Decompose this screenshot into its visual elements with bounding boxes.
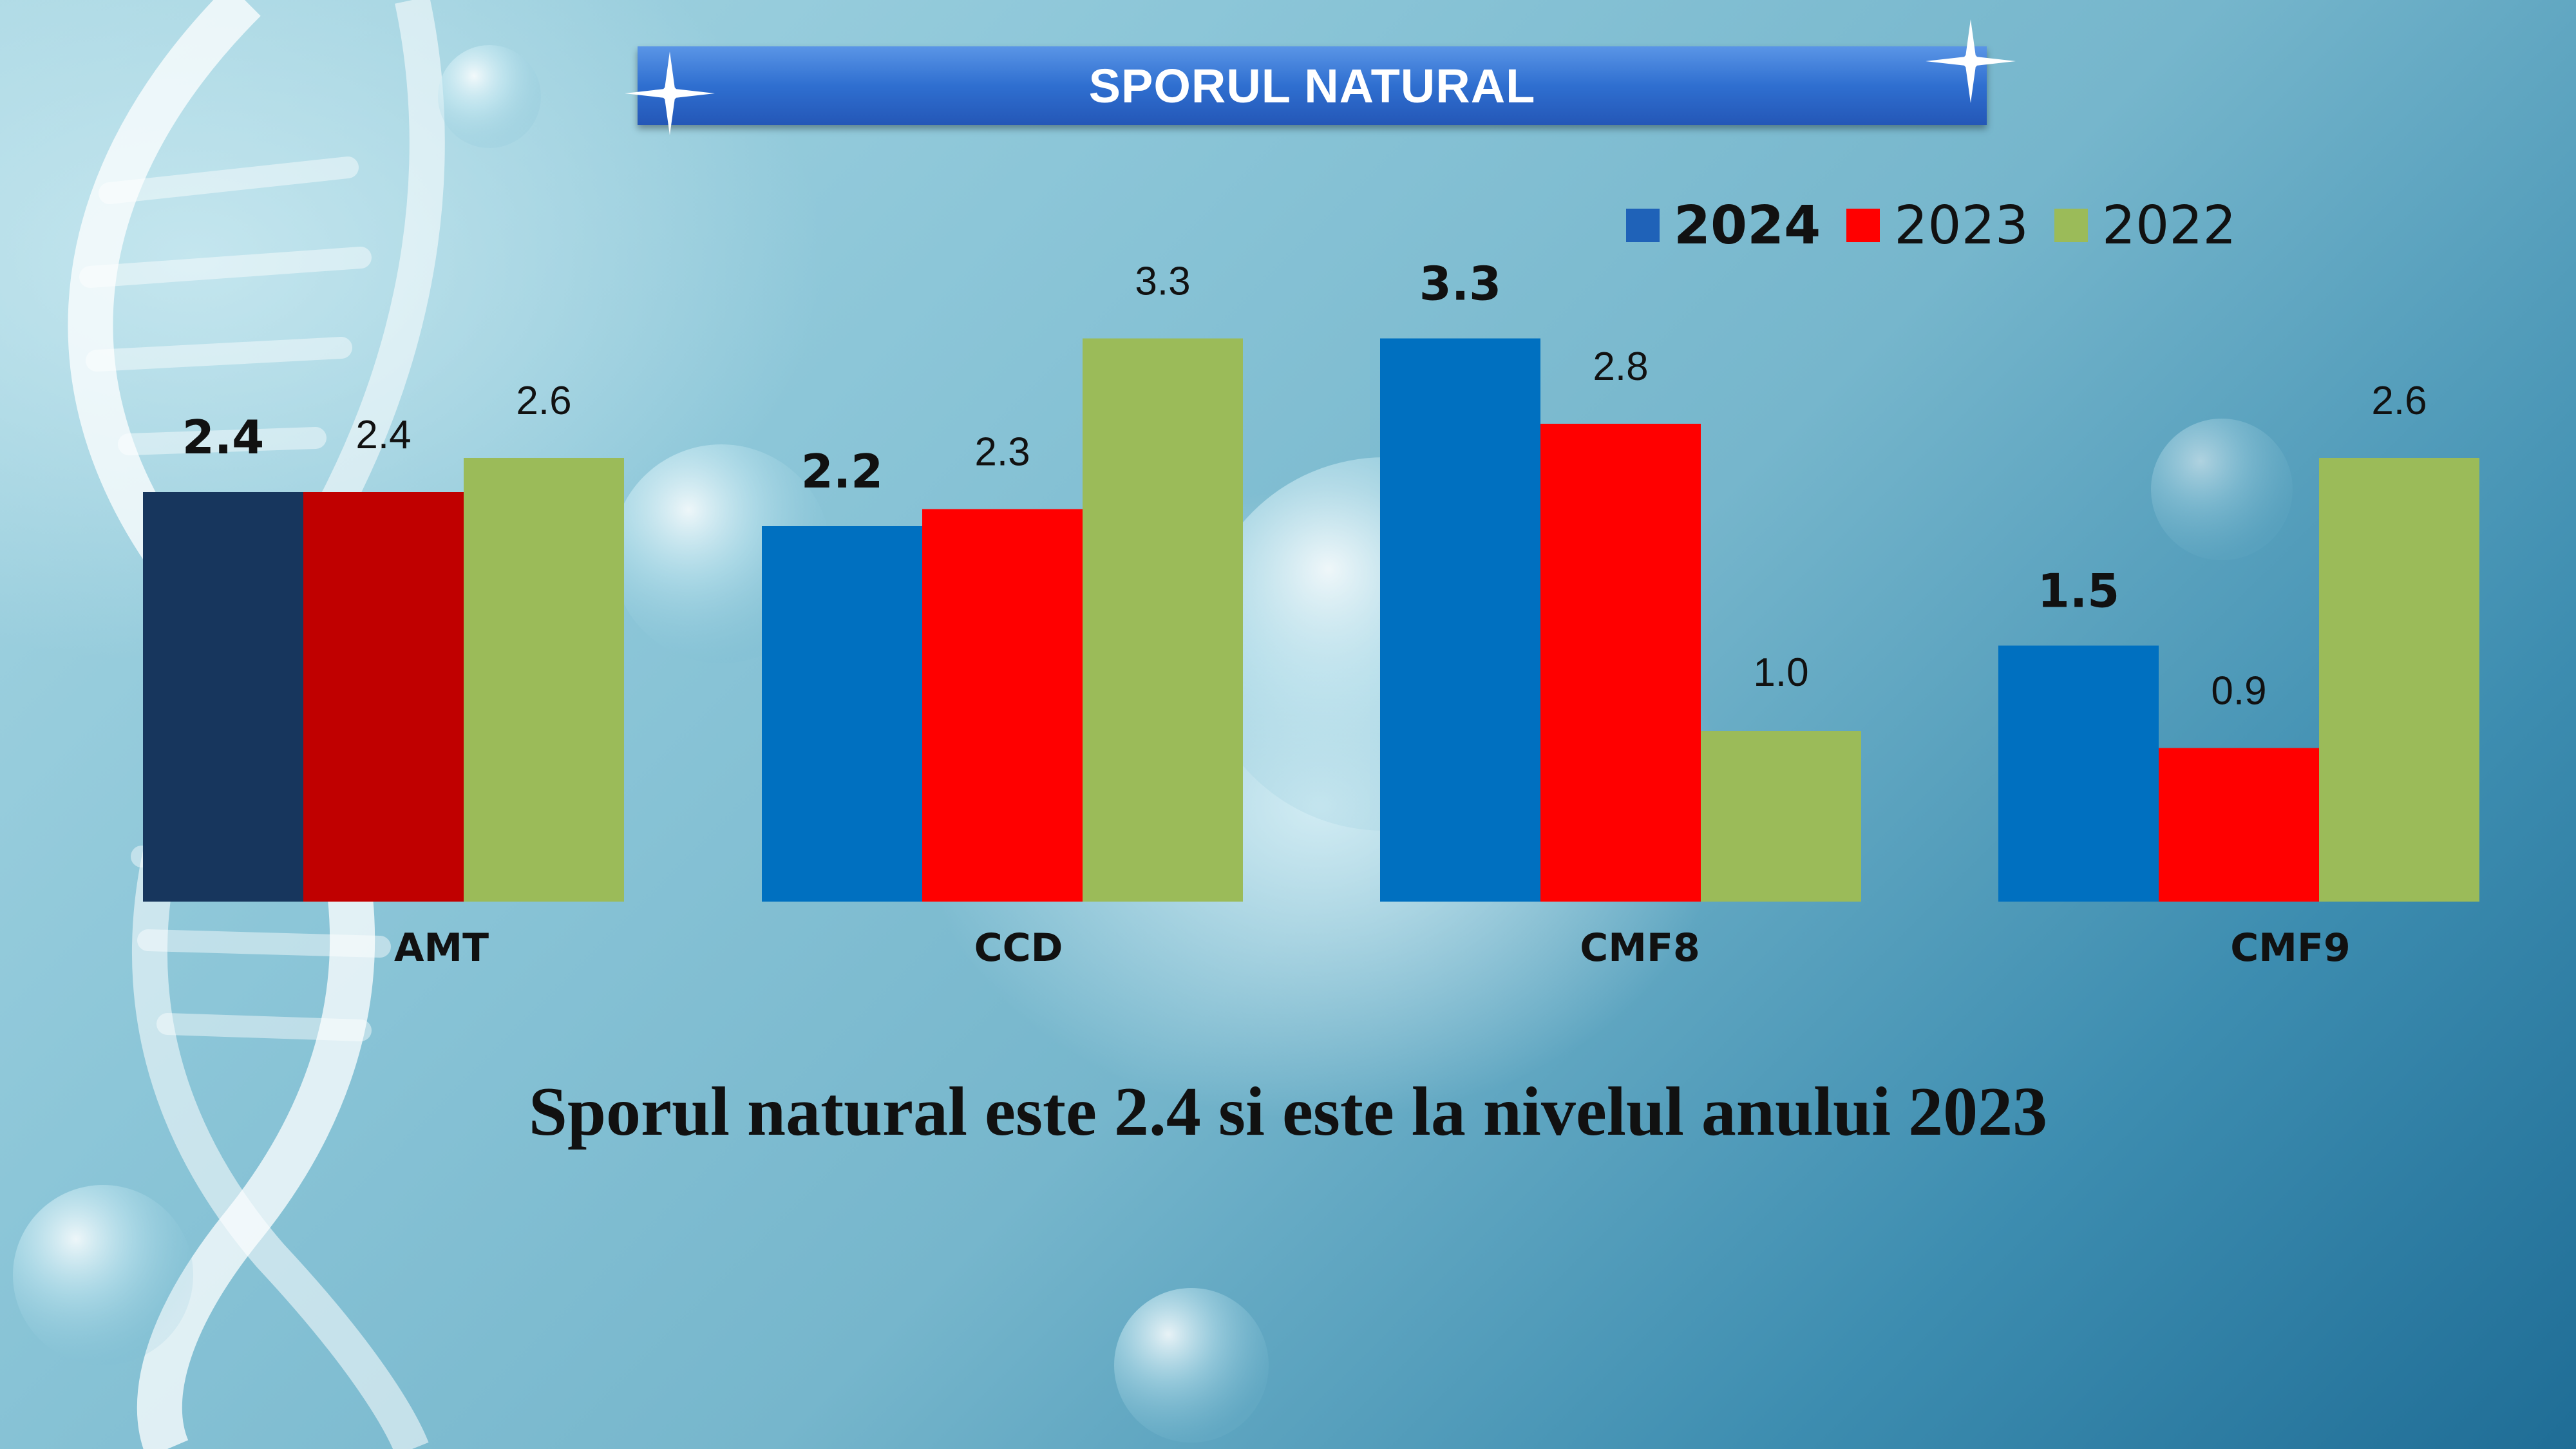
legend-label-2024: 2024 xyxy=(1674,194,1821,256)
legend-label-2022: 2022 xyxy=(2101,194,2237,256)
bar-cmf9-2024 xyxy=(1998,645,2159,902)
legend-item-2023: 2023 xyxy=(1846,195,2029,256)
bar-amt-2022 xyxy=(464,458,624,902)
value-label-cmf9-2022: 2.6 xyxy=(2371,379,2427,423)
value-label-amt-2023: 2.4 xyxy=(355,413,411,457)
value-label-cmf8-2023: 2.8 xyxy=(1593,345,1648,389)
category-label-cmf8: CMF8 xyxy=(1580,925,1700,971)
value-label-ccd-2024: 2.2 xyxy=(801,444,884,498)
bar-cmf8-2023 xyxy=(1540,424,1701,902)
bar-cmf8-2024 xyxy=(1380,338,1540,902)
bar-ccd-2023 xyxy=(922,509,1083,902)
bar-cmf9-2022 xyxy=(2319,458,2479,902)
legend-swatch-2024 xyxy=(1626,209,1660,242)
chart-title: SPORUL NATURAL xyxy=(1088,59,1536,113)
bar-cmf8-2022 xyxy=(1701,731,1861,902)
bar-amt-2024 xyxy=(143,492,303,902)
bar-cmf9-2023 xyxy=(2159,748,2319,902)
category-label-cmf9: CMF9 xyxy=(2230,925,2350,971)
value-label-ccd-2023: 2.3 xyxy=(974,430,1030,475)
sparkle-left-icon xyxy=(625,52,715,135)
value-label-cmf9-2024: 1.5 xyxy=(2038,564,2120,618)
bar-amt-2023 xyxy=(303,492,464,902)
bar-ccd-2022 xyxy=(1083,338,1243,902)
chart-legend: 2024 2023 2022 xyxy=(1626,193,2262,258)
value-label-ccd-2022: 3.3 xyxy=(1135,260,1190,304)
bar-ccd-2024 xyxy=(762,526,922,902)
legend-label-2023: 2023 xyxy=(1894,194,2029,256)
value-label-cmf8-2022: 1.0 xyxy=(1753,650,1808,695)
bar-chart: 2.4 2.4 2.6 AMT 2.2 2.3 3.3 CCD 3.3 2.8 1.0 CMF8 1.5… xyxy=(143,257,2479,971)
value-label-cmf9-2023: 0.9 xyxy=(2211,669,2266,714)
value-label-amt-2022: 2.6 xyxy=(516,379,571,423)
value-label-cmf8-2024: 3.3 xyxy=(1419,257,1502,311)
value-label-amt-2024: 2.4 xyxy=(182,410,265,464)
legend-swatch-2023 xyxy=(1846,209,1880,242)
sparkle-right-icon xyxy=(1926,19,2016,103)
legend-item-2022: 2022 xyxy=(2054,195,2237,256)
category-label-ccd: CCD xyxy=(974,925,1063,971)
title-banner: SPORUL NATURAL xyxy=(638,46,1987,125)
legend-item-2024: 2024 xyxy=(1626,195,1821,256)
category-label-amt: AMT xyxy=(394,925,489,971)
legend-swatch-2022 xyxy=(2054,209,2088,242)
conclusion-text: Sporul natural este 2.4 si este la nivel… xyxy=(528,1074,2048,1150)
